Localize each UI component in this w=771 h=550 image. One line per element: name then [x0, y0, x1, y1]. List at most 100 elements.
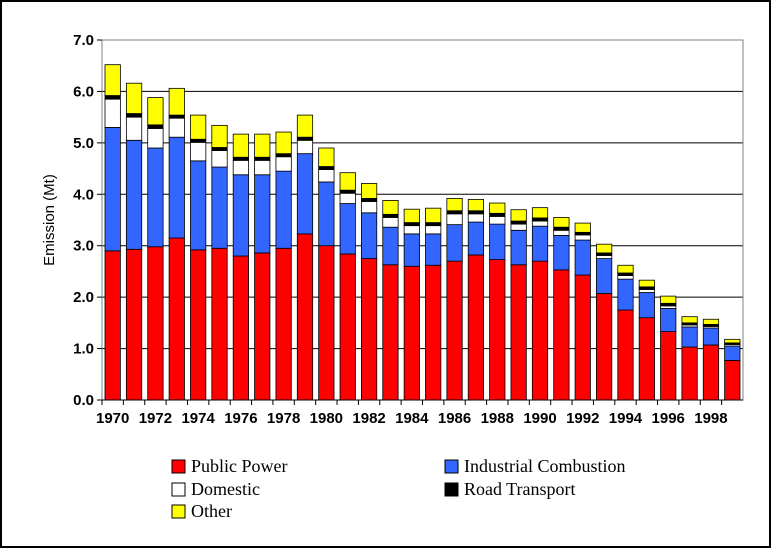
bar-segment-other	[596, 243, 613, 254]
legend-label: Domestic	[191, 479, 260, 499]
bar-segment-domestic	[190, 141, 207, 162]
bar-segment-industrial-combustion	[724, 345, 741, 361]
bar-segment-other	[211, 124, 228, 148]
bar-segment-domestic	[467, 213, 485, 223]
y-axis-ticks: 0.0 1.0 2.0 3.0 4.0 5.0 6.0 7.0	[73, 32, 102, 409]
bar-segment-public-power	[318, 245, 335, 401]
bar-segment-public-power	[190, 249, 207, 401]
bar-segment-domestic	[147, 128, 164, 149]
bar-segment-public-power	[425, 264, 442, 401]
bar-segment-industrial-combustion	[681, 326, 698, 348]
x-tick-label: 1988	[481, 410, 514, 427]
bar-segment-public-power	[617, 309, 634, 401]
bar-segment-domestic	[168, 117, 185, 138]
y-tick-label: 3.0	[73, 238, 94, 255]
bar-segment-other	[446, 197, 463, 212]
bar-segment-other	[531, 207, 549, 219]
bar-segment-industrial-combustion	[553, 235, 570, 271]
legend-swatch	[171, 482, 186, 497]
bar-segment-industrial-combustion	[638, 292, 655, 319]
bar-segment-other	[254, 133, 271, 158]
bar-segment-road-transport	[232, 156, 249, 161]
bar-segment-domestic	[403, 225, 420, 235]
bar-segment-industrial-combustion	[190, 160, 207, 251]
bar-segment-domestic	[254, 159, 271, 176]
x-tick-label: 1994	[609, 410, 643, 427]
bar-segment-other	[403, 208, 420, 223]
bar-segment-domestic	[211, 150, 228, 168]
bar-segment-other	[702, 318, 720, 325]
bar-segment-public-power	[232, 255, 249, 401]
bar-segment-public-power	[681, 346, 698, 401]
bar-segment-industrial-combustion	[596, 258, 613, 294]
bar-segment-road-transport	[147, 124, 164, 129]
bar-segment-road-transport	[382, 213, 399, 218]
legend-swatch	[171, 459, 186, 474]
bar-segment-public-power	[254, 252, 271, 401]
bar-segment-public-power	[125, 248, 143, 401]
x-tick-label: 1978	[267, 410, 300, 427]
bar-segment-public-power	[275, 247, 292, 401]
bar-segment-road-transport	[510, 220, 527, 225]
bar-segment-public-power	[168, 237, 185, 401]
bar-segment-other	[510, 209, 527, 222]
bar-segment-domestic	[531, 220, 549, 227]
bar-segment-other	[168, 87, 185, 116]
bar-segment-industrial-combustion	[125, 139, 143, 250]
bar-segment-other	[681, 316, 698, 324]
bar-segment-domestic	[125, 116, 143, 141]
bar-segment-public-power	[382, 264, 399, 401]
bar-segment-public-power	[211, 247, 228, 401]
bar-segment-road-transport	[425, 222, 442, 227]
bar-segment-other	[318, 147, 335, 167]
legend-label: Industrial Combustion	[464, 456, 626, 476]
legend-swatch	[444, 482, 459, 497]
bar-segment-domestic	[104, 98, 121, 128]
bar-segment-public-power	[660, 331, 677, 401]
bar-segment-industrial-combustion	[510, 229, 527, 266]
bar-segment-industrial-combustion	[660, 308, 677, 333]
bar-segment-other	[104, 64, 121, 96]
bar-segment-domestic	[275, 156, 292, 172]
bar-segment-public-power	[339, 253, 356, 401]
legend: Public Power Industrial Combustion Domesti…	[171, 456, 626, 521]
bar-segment-public-power	[574, 274, 591, 401]
bar-segment-domestic	[318, 169, 335, 183]
legend-label: Other	[191, 501, 232, 521]
bar-segment-domestic	[574, 234, 591, 241]
bar-segment-industrial-combustion	[211, 166, 228, 249]
bar-segment-public-power	[467, 254, 485, 401]
y-tick-label: 7.0	[73, 32, 94, 49]
x-tick-label: 1970	[96, 410, 129, 427]
bar-segment-public-power	[638, 317, 655, 401]
bar-segment-domestic	[446, 213, 463, 226]
bar-segment-industrial-combustion	[360, 212, 378, 259]
bar-segment-public-power	[296, 233, 314, 401]
bar-segment-industrial-combustion	[531, 225, 549, 262]
bar-segment-road-transport	[254, 156, 271, 161]
bar-segment-other	[617, 264, 634, 274]
bar-segment-industrial-combustion	[702, 327, 720, 346]
bar-segment-other	[339, 172, 356, 191]
bar-segment-industrial-combustion	[403, 233, 420, 267]
bar-segment-industrial-combustion	[296, 153, 314, 235]
bar-segment-road-transport	[489, 212, 506, 217]
x-tick-label: 1986	[438, 410, 471, 427]
bar-segment-domestic	[617, 275, 634, 280]
bar-segment-other	[190, 114, 207, 140]
bar-segment-industrial-combustion	[232, 174, 249, 257]
bar-segment-road-transport	[318, 166, 335, 170]
y-tick-label: 4.0	[73, 186, 94, 203]
x-axis-ticks: 1970 1972 1974 1976 1978 1980 1982 1984 1986 1988…	[96, 399, 743, 427]
bar-segment-industrial-combustion	[446, 224, 463, 262]
bar-segment-domestic	[339, 192, 356, 204]
bar-segment-industrial-combustion	[275, 170, 292, 249]
bar-segment-road-transport	[125, 113, 143, 118]
bar-segment-public-power	[531, 260, 549, 401]
legend-label: Road Transport	[464, 479, 576, 499]
bar-segment-public-power	[553, 269, 570, 401]
y-tick-label: 6.0	[73, 83, 94, 100]
bar-segment-other	[660, 295, 677, 304]
bar-segment-industrial-combustion	[147, 147, 164, 248]
bar-segment-road-transport	[275, 153, 292, 158]
